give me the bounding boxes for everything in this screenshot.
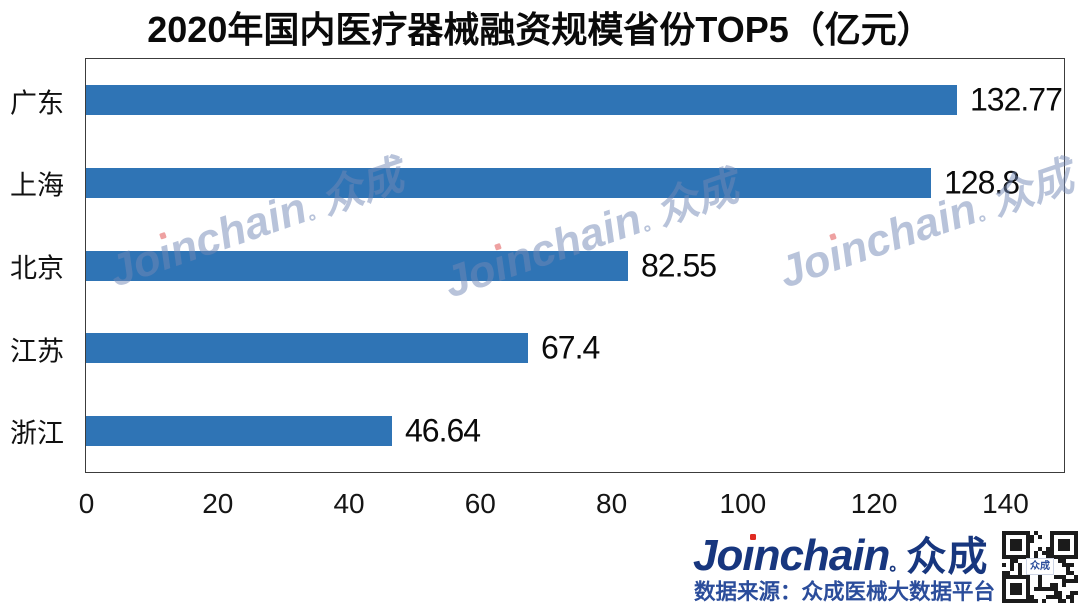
x-tick-20: 20 [202, 488, 234, 519]
bar-1 [86, 167, 931, 198]
qr-code: 众成 [1002, 531, 1078, 603]
category-label-4: 浙江 [10, 418, 64, 449]
value-label-4: 46.64 [405, 412, 481, 449]
plot-area: 132.77 128.8 82.55 67.4 46.64 [85, 58, 1065, 473]
x-tick-0: 0 [78, 488, 95, 519]
bar-4 [86, 415, 392, 446]
value-label-1: 128.8 [944, 164, 1020, 201]
x-tick-100: 100 [719, 488, 767, 519]
x-tick-80: 80 [596, 488, 628, 519]
x-tick-120: 120 [850, 488, 898, 519]
qr-center-label: 众成 [1026, 558, 1054, 575]
x-tick-60: 60 [464, 488, 496, 519]
value-label-3: 67.4 [541, 329, 600, 366]
category-label-3: 江苏 [10, 336, 64, 367]
value-label-0: 132.77 [970, 81, 1063, 118]
joinchain-logo: Joınchain。众成 [693, 531, 989, 580]
x-tick-140: 140 [982, 488, 1029, 519]
bar-2 [86, 250, 628, 281]
data-source-text: 数据来源：众成医械大数据平台 [694, 580, 996, 604]
x-tick-40: 40 [333, 488, 365, 519]
bar-0 [86, 85, 957, 116]
chart-title: 2020年国内医疗器械融资规模省份TOP5（亿元） [147, 9, 933, 50]
category-label-0: 广东 [10, 88, 64, 119]
value-label-2: 82.55 [641, 247, 717, 283]
bar-3 [86, 333, 528, 364]
category-label-1: 上海 [10, 170, 64, 201]
category-label-2: 北京 [10, 253, 64, 284]
